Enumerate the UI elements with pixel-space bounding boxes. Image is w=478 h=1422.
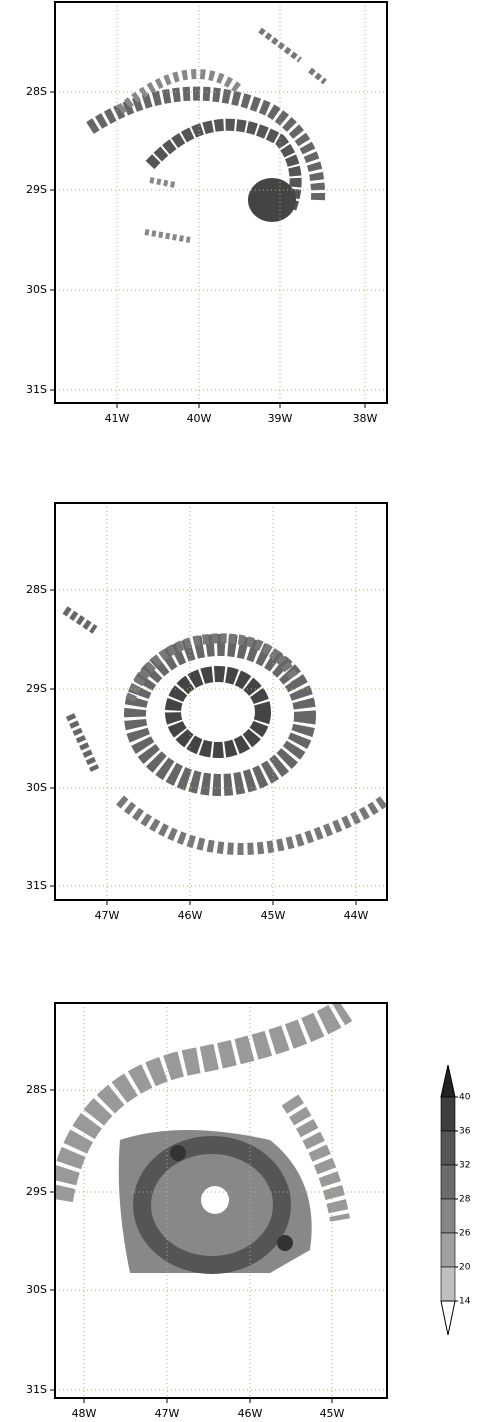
map-panel: 28S 29S 30S 31S 41W 40W 39W 38W xyxy=(26,1,388,425)
imagery xyxy=(55,1003,353,1274)
colorbar-label: 20 xyxy=(459,1263,471,1273)
lat-label: 30S xyxy=(26,283,47,296)
rain-band xyxy=(258,27,327,85)
cell xyxy=(277,1235,293,1251)
colorbar-label: 36 xyxy=(459,1127,471,1137)
map-frame xyxy=(54,1002,388,1399)
rain-band xyxy=(116,795,387,855)
map-frame xyxy=(54,502,388,901)
lat-label: 29S xyxy=(26,183,47,196)
rain-band xyxy=(62,606,100,772)
lon-label: 47W xyxy=(155,1407,180,1420)
lon-label: 45W xyxy=(320,1407,345,1420)
colorbar-cap xyxy=(440,1064,456,1098)
colorbar-label: 40 xyxy=(459,1093,471,1103)
map-panel: 28S 29S 30S 31S 47W 46W 45W 44W xyxy=(26,502,388,922)
cell xyxy=(170,1145,186,1161)
rain-band xyxy=(281,1094,350,1222)
colorbar-swatch xyxy=(440,1232,456,1268)
colorbar: 40 36 32 28 26 20 14 xyxy=(440,1064,471,1336)
rain-band xyxy=(116,69,244,114)
lon-label: 44W xyxy=(344,909,369,922)
lat-label: 28S xyxy=(26,583,47,596)
rain-band xyxy=(55,1003,353,1203)
colorbar-swatch xyxy=(440,1266,456,1302)
lon-label: 46W xyxy=(238,1407,263,1420)
lat-label: 30S xyxy=(26,781,47,794)
colorbar-label: 14 xyxy=(459,1297,471,1307)
rain-band xyxy=(144,177,191,243)
lat-label: 29S xyxy=(26,682,47,695)
map-panel: 28S 29S 30S 31S 48W 47W 46W 45W xyxy=(26,1002,388,1420)
colorbar-label: 32 xyxy=(459,1161,470,1171)
lat-label: 31S xyxy=(26,1383,47,1396)
rain-band xyxy=(125,633,300,702)
lat-label: 29S xyxy=(26,1185,47,1198)
lon-label: 40W xyxy=(187,412,212,425)
colorbar-swatch xyxy=(440,1130,456,1166)
lon-label: 46W xyxy=(178,909,203,922)
map-frame xyxy=(54,1,388,404)
lon-label: 48W xyxy=(72,1407,97,1420)
rain-band xyxy=(86,86,326,201)
colorbar-label: 28 xyxy=(459,1195,471,1205)
colorbar-swatch xyxy=(440,1096,456,1132)
lon-label: 47W xyxy=(95,909,120,922)
lon-label: 38W xyxy=(353,412,378,425)
lat-label: 31S xyxy=(26,879,47,892)
eye xyxy=(201,1186,229,1214)
lon-label: 45W xyxy=(261,909,286,922)
core xyxy=(248,178,296,222)
lat-label: 28S xyxy=(26,1083,47,1096)
colorbar-swatch xyxy=(440,1198,456,1234)
rain-band xyxy=(145,118,302,213)
eyewall xyxy=(165,666,271,758)
colorbar-cap xyxy=(440,1300,456,1336)
rain-band xyxy=(124,634,316,796)
lon-label: 41W xyxy=(105,412,130,425)
imagery xyxy=(86,27,327,243)
colorbar-swatch xyxy=(440,1164,456,1200)
eyewall xyxy=(133,1136,291,1274)
lat-label: 28S xyxy=(26,85,47,98)
imagery xyxy=(62,606,387,855)
colorbar-label: 26 xyxy=(459,1229,471,1239)
lat-label: 31S xyxy=(26,383,47,396)
lon-label: 39W xyxy=(268,412,293,425)
lat-label: 30S xyxy=(26,1283,47,1296)
